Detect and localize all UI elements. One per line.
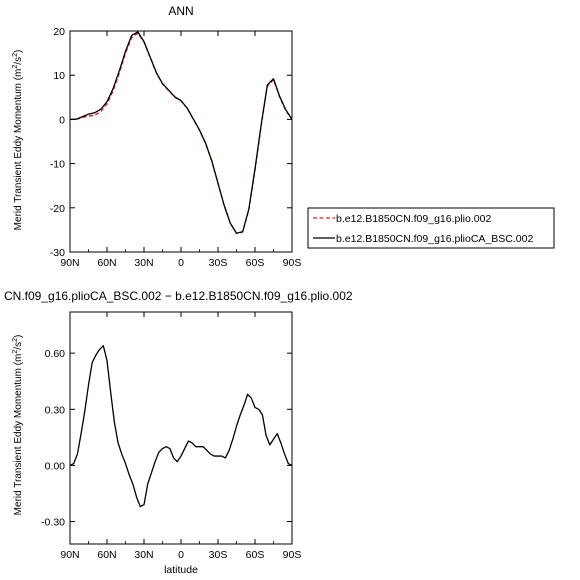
bottom-y-tick-label: -0.30 bbox=[41, 517, 65, 529]
bottom-y-tick-label: 0.30 bbox=[45, 404, 66, 416]
bottom-x-axis-label: latitude bbox=[164, 564, 198, 576]
legend: b.e12.B1850CN.f09_g16.plio.002 b.e12.B18… bbox=[307, 207, 555, 249]
top-y-tick-label: -10 bbox=[50, 159, 65, 171]
top-panel: ANN Merid Transient Eddy Momentum (m2/s2… bbox=[12, 4, 301, 269]
top-series-line-1 bbox=[70, 32, 293, 235]
bottom-ylabel-unit-a: (m bbox=[13, 354, 24, 366]
top-y-tick-label: 20 bbox=[53, 26, 65, 38]
bottom-x-tick-label: 60N bbox=[97, 549, 116, 561]
top-y-tick-label: -30 bbox=[50, 247, 65, 259]
bottom-y-tick-label: 0.60 bbox=[45, 348, 66, 360]
bottom-x-tick-label: 30S bbox=[209, 549, 228, 561]
top-y-tick-label: 0 bbox=[59, 114, 65, 126]
legend-label-series-2: b.e12.B1850CN.f09_g16.plioCA_BSC.002 bbox=[336, 233, 533, 245]
bottom-x-tick-label: 60S bbox=[246, 549, 265, 561]
top-y-tick-label: -20 bbox=[50, 203, 65, 215]
bottom-x-tick-label: 0 bbox=[178, 549, 184, 561]
top-x-tick-label: 60S bbox=[246, 257, 265, 269]
bottom-x-tick-label: 90N bbox=[60, 549, 79, 561]
bottom-chart-title: CN.f09_g16.plioCA_BSC.002 − b.e12.B1850C… bbox=[4, 289, 353, 303]
top-y-axis-label: Merid Transient Eddy Momentum (m2/s2) bbox=[12, 50, 24, 231]
bottom-x-tick-label: 90S bbox=[283, 549, 302, 561]
top-ylabel-unit-b: /s bbox=[13, 57, 24, 65]
top-x-tick-label: 30S bbox=[209, 257, 228, 269]
top-plot-area: 90N 60N 30N 0 30S 60S 90S -30 -20 -10 0 10 20 bbox=[50, 26, 302, 269]
bottom-ylabel-unit-b: /s bbox=[13, 342, 24, 350]
bottom-y-tick-label: 0.00 bbox=[45, 460, 66, 472]
top-ylabel-text: Merid Transient Eddy Momentum bbox=[13, 83, 24, 230]
bottom-ylabel-unit-c: ) bbox=[13, 335, 24, 338]
bottom-plot-area: 90N 60N 30N 0 30S 60S 90S -0.30 0.00 0.30 0.60 bbox=[41, 311, 302, 561]
top-x-tick-label: 30N bbox=[134, 257, 153, 269]
top-x-tick-label: 0 bbox=[178, 257, 184, 269]
legend-box bbox=[307, 207, 555, 249]
svg-text:Merid Transient Eddy Momentum: Merid Transient Eddy Momentum (m2/s2) bbox=[12, 335, 24, 516]
svg-text:Merid Transient Eddy Momentum: Merid Transient Eddy Momentum (m2/s2) bbox=[12, 50, 24, 231]
top-ylabel-unit-sup1: 2 bbox=[12, 65, 19, 69]
bottom-ylabel-text: Merid Transient Eddy Momentum bbox=[13, 368, 24, 515]
top-x-tick-label: 90S bbox=[283, 257, 302, 269]
top-x-tick-label: 60N bbox=[97, 257, 116, 269]
legend-label-series-1: b.e12.B1850CN.f09_g16.plio.002 bbox=[336, 213, 491, 225]
bottom-y-axis-label: Merid Transient Eddy Momentum (m2/s2) bbox=[12, 335, 24, 516]
top-series-line-2 bbox=[69, 31, 293, 234]
top-ylabel-unit-a: (m bbox=[13, 69, 24, 81]
bottom-x-tick-label: 30N bbox=[134, 549, 153, 561]
top-chart-title: ANN bbox=[168, 4, 193, 18]
bottom-panel: CN.f09_g16.plioCA_BSC.002 − b.e12.B1850C… bbox=[4, 289, 353, 576]
bottom-ylabel-unit-sup1: 2 bbox=[12, 350, 19, 354]
top-ylabel-unit-c: ) bbox=[13, 50, 24, 53]
bottom-ylabel-unit-sup2: 2 bbox=[12, 338, 19, 342]
top-x-tick-label: 90N bbox=[60, 257, 79, 269]
top-ylabel-unit-sup2: 2 bbox=[12, 53, 19, 57]
top-y-tick-label: 10 bbox=[53, 70, 65, 82]
bottom-series-line-1 bbox=[69, 345, 293, 508]
